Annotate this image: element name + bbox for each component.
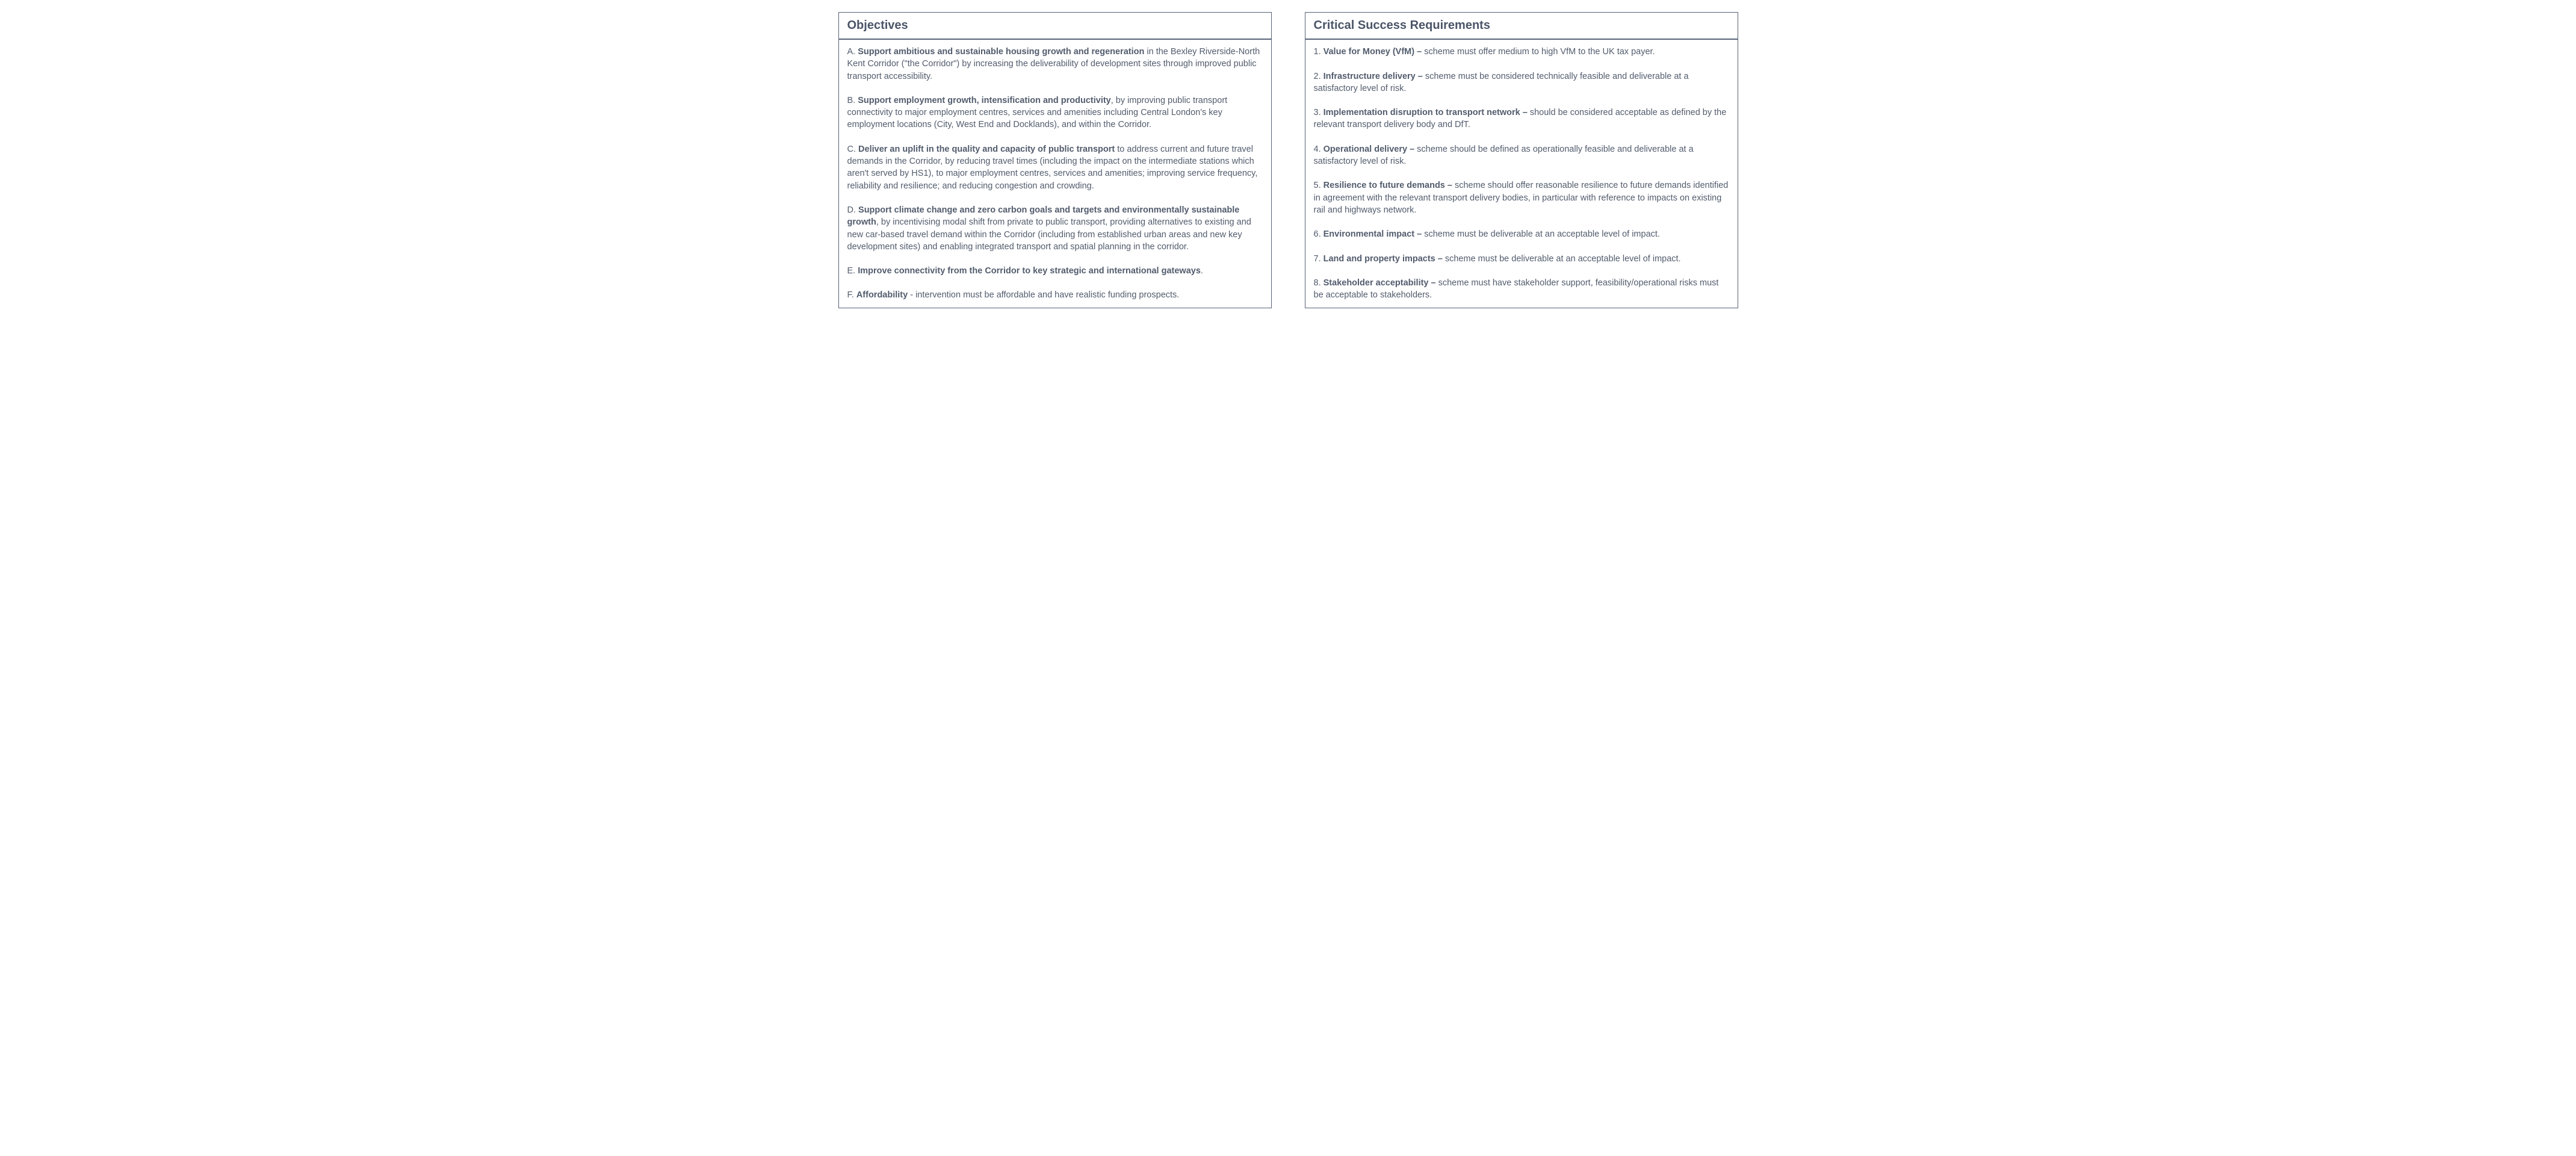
csr-label: 8. <box>1314 278 1324 288</box>
csr-text: 4. Operational delivery – scheme should … <box>1314 143 1729 168</box>
csr-row: 4. Operational delivery – scheme should … <box>1305 137 1738 174</box>
csr-text: 1. Value for Money (VfM) – scheme must o… <box>1314 46 1655 58</box>
objectives-rest: - intervention must be affordable and ha… <box>908 290 1179 300</box>
objectives-label: D. <box>847 205 859 215</box>
objectives-row: A. Support ambitious and sustainable hou… <box>839 40 1271 89</box>
objectives-text: A. Support ambitious and sustainable hou… <box>847 46 1263 82</box>
objectives-label: C. <box>847 144 859 154</box>
csr-label: 4. <box>1314 144 1324 154</box>
csr-bold: Infrastructure delivery – <box>1324 72 1423 81</box>
csr-bold: Resilience to future demands – <box>1324 181 1452 190</box>
csr-text: 8. Stakeholder acceptability – scheme mu… <box>1314 277 1729 302</box>
csr-rest: scheme must be deliverable at an accepta… <box>1443 254 1681 264</box>
csr-body: 1. Value for Money (VfM) – scheme must o… <box>1305 40 1738 308</box>
csr-bold: Environmental impact – <box>1324 229 1422 239</box>
csr-row: 7. Land and property impacts – scheme mu… <box>1305 247 1738 272</box>
csr-row: 8. Stakeholder acceptability – scheme mu… <box>1305 271 1738 308</box>
csr-bold: Operational delivery – <box>1324 144 1415 154</box>
csr-row: 6. Environmental impact – scheme must be… <box>1305 222 1738 247</box>
objectives-row: F. Affordability - intervention must be … <box>839 283 1271 307</box>
csr-label: 7. <box>1314 254 1324 264</box>
objectives-text: D. Support climate change and zero carbo… <box>847 204 1263 253</box>
objectives-label: E. <box>847 266 858 276</box>
csr-row: 2. Infrastructure delivery – scheme must… <box>1305 64 1738 101</box>
csr-rest: scheme must offer medium to high VfM to … <box>1422 47 1655 57</box>
csr-label: 3. <box>1314 108 1324 117</box>
objectives-bold: Support ambitious and sustainable housin… <box>858 47 1144 57</box>
csr-text: 3. Implementation disruption to transpor… <box>1314 107 1729 131</box>
csr-label: 1. <box>1314 47 1324 57</box>
objectives-body: A. Support ambitious and sustainable hou… <box>839 40 1271 308</box>
objectives-row: D. Support climate change and zero carbo… <box>839 198 1271 259</box>
csr-bold: Stakeholder acceptability – <box>1324 278 1436 288</box>
csr-text: 2. Infrastructure delivery – scheme must… <box>1314 70 1729 95</box>
objectives-text: E. Improve connectivity from the Corrido… <box>847 265 1203 277</box>
objectives-row: B. Support employment growth, intensific… <box>839 89 1271 137</box>
csr-row: 5. Resilience to future demands – scheme… <box>1305 173 1738 222</box>
objectives-label: A. <box>847 47 858 57</box>
objectives-bold: Support employment growth, intensificati… <box>858 96 1111 105</box>
objectives-rest: , by incentivising modal shift from priv… <box>847 217 1251 252</box>
csr-row: 1. Value for Money (VfM) – scheme must o… <box>1305 40 1738 64</box>
csr-rest: scheme must be deliverable at an accepta… <box>1422 229 1660 239</box>
csr-panel: Critical Success Requirements 1. Value f… <box>1305 12 1738 308</box>
objectives-text: F. Affordability - intervention must be … <box>847 289 1180 301</box>
objectives-rest: . <box>1201 266 1203 276</box>
objectives-label: B. <box>847 96 858 105</box>
objectives-bold: Deliver an uplift in the quality and cap… <box>858 144 1115 154</box>
objectives-row: C. Deliver an uplift in the quality and … <box>839 137 1271 198</box>
objectives-row: E. Improve connectivity from the Corrido… <box>839 259 1271 283</box>
objectives-text: C. Deliver an uplift in the quality and … <box>847 143 1263 192</box>
objectives-bold: Improve connectivity from the Corridor t… <box>858 266 1201 276</box>
csr-text: 6. Environmental impact – scheme must be… <box>1314 228 1660 240</box>
objectives-title: Objectives <box>839 13 1271 40</box>
csr-title: Critical Success Requirements <box>1305 13 1738 40</box>
csr-label: 2. <box>1314 72 1324 81</box>
objectives-bold: Affordability <box>856 290 908 300</box>
objectives-panel: Objectives A. Support ambitious and sust… <box>838 12 1272 308</box>
csr-text: 5. Resilience to future demands – scheme… <box>1314 179 1729 216</box>
objectives-text: B. Support employment growth, intensific… <box>847 95 1263 131</box>
objectives-label: F. <box>847 290 856 300</box>
csr-bold: Value for Money (VfM) – <box>1324 47 1422 57</box>
csr-text: 7. Land and property impacts – scheme mu… <box>1314 253 1681 265</box>
csr-label: 6. <box>1314 229 1324 239</box>
csr-label: 5. <box>1314 181 1324 190</box>
csr-bold: Land and property impacts – <box>1324 254 1443 264</box>
csr-bold: Implementation disruption to transport n… <box>1324 108 1528 117</box>
csr-row: 3. Implementation disruption to transpor… <box>1305 101 1738 137</box>
